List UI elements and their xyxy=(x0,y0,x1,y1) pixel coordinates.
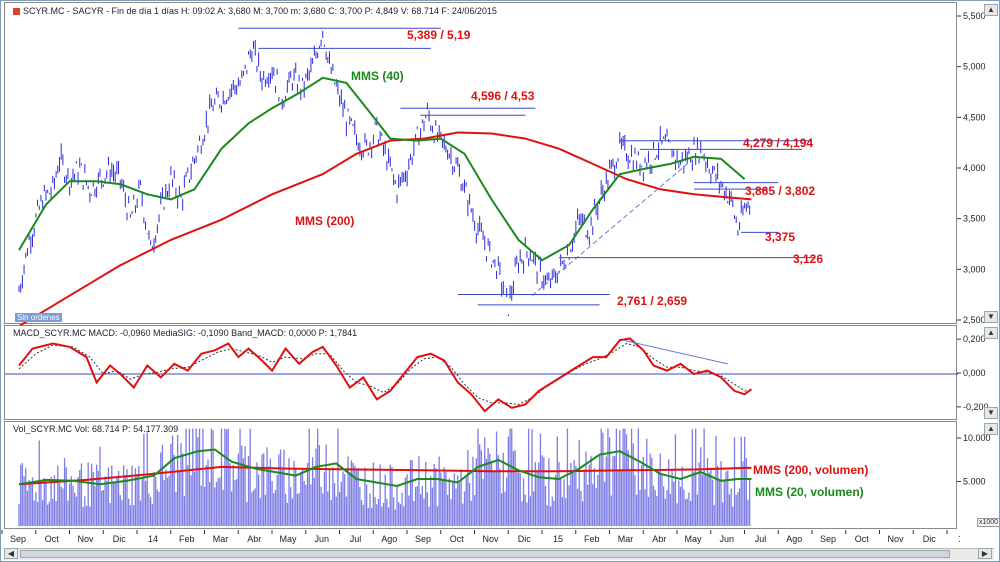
scroll-up-button[interactable]: ▲ xyxy=(984,4,998,16)
y-tick-label: 3,000 xyxy=(963,264,986,274)
y-tick-label: 5.000 xyxy=(963,477,986,487)
vol-scroll-up-button[interactable]: ▲ xyxy=(984,423,998,435)
price-chart: 5,389 / 5,19 4,596 / 4,53 4,279 / 4,194 3,8… xyxy=(18,27,823,325)
signal-line xyxy=(18,342,752,406)
price-panel: SCYR.MC - SACYR - Fin de día 1 días H: 0… xyxy=(4,2,957,325)
scroll-left-button[interactable]: ◀ xyxy=(4,548,18,559)
volume-chart: MMS (200, volumen) MMS (20, volumen) xyxy=(18,428,868,526)
level-label: 4,279 / 4,194 xyxy=(743,136,813,150)
y-tick-label: 0,000 xyxy=(963,368,986,378)
mma40-label: MMS (40) xyxy=(351,69,404,83)
x-tick-label: Abr xyxy=(652,534,666,544)
y-tick-label: 5,000 xyxy=(963,62,986,72)
y-tick-label: 3,500 xyxy=(963,214,986,224)
x-tick-label: Feb xyxy=(179,534,195,544)
scroll-thumb[interactable] xyxy=(20,550,950,558)
x-tick-label: Mar xyxy=(213,534,229,544)
x-tick-label: Nov xyxy=(482,534,499,544)
macd-line xyxy=(18,337,752,413)
x-axis: Sep Oct Nov Dic 14 Feb Mar Abr May Jun Jul Ago Sep Oc… xyxy=(1,530,960,544)
volume-header-text: Vol_SCYR.MC Vol: 68.714 P: 54.177.309 xyxy=(13,424,179,434)
macd-header-text: MACD_SCYR.MC MACD: -0,0960 MediaSIG: -0,… xyxy=(13,328,358,338)
mma200-line xyxy=(18,131,752,325)
x-tick-label: Sep xyxy=(820,534,836,544)
x-tick-label: Sep xyxy=(10,534,26,544)
y-tick-label: 10.000 xyxy=(963,433,991,443)
x-tick-label: Nov xyxy=(77,534,94,544)
y-tick-label: 0,200 xyxy=(963,334,986,344)
y-tick-label: 2,500 xyxy=(963,315,986,325)
vol200-line xyxy=(18,465,752,486)
scroll-down-button[interactable]: ▼ xyxy=(984,311,998,323)
mma200-label: MMS (200) xyxy=(295,214,354,228)
y-tick-label: 5,500 xyxy=(963,11,986,21)
x-tick-label: Jul xyxy=(350,534,362,544)
x-tick-label: Oct xyxy=(45,534,60,544)
x-tick-label: Abr xyxy=(247,534,261,544)
level-label: 5,389 / 5,19 xyxy=(407,28,471,42)
price-header: SCYR.MC - SACYR - Fin de día 1 días H: 0… xyxy=(13,6,497,16)
sin-ordenes-tag: Sin ordenes xyxy=(15,313,62,322)
x-tick-label: 16 xyxy=(958,534,960,544)
mma40-line xyxy=(18,76,746,262)
level-label: 3,126 xyxy=(793,252,823,266)
x-tick-label: May xyxy=(684,534,702,544)
scale-note: x1000 xyxy=(977,518,1000,527)
x-tick-label: 15 xyxy=(553,534,563,544)
macd-trendline xyxy=(623,339,728,365)
price-header-text: SCYR.MC - SACYR - Fin de día 1 días H: 0… xyxy=(23,6,497,16)
x-tick-label: Sep xyxy=(415,534,431,544)
support-trendline xyxy=(531,163,688,297)
scroll-right-button[interactable]: ▶ xyxy=(978,548,992,559)
x-tick-label: Dic xyxy=(518,534,531,544)
x-tick-label: Jun xyxy=(719,534,734,544)
level-label: 3,375 xyxy=(765,230,795,244)
x-tick-label: Ago xyxy=(786,534,802,544)
x-tick-label: Dic xyxy=(923,534,936,544)
y-tick-label: 4,000 xyxy=(963,163,986,173)
vol20-line xyxy=(18,448,752,488)
macd-chart xyxy=(5,337,958,413)
x-tick-label: Jul xyxy=(755,534,767,544)
volume-panel: Vol_SCYR.MC Vol: 68.714 P: 54.177.309 MM… xyxy=(4,421,957,529)
macd-panel: MACD_SCYR.MC MACD: -0,0960 MediaSIG: -0,… xyxy=(4,325,958,420)
level-label: 4,596 / 4,53 xyxy=(471,89,535,103)
y-tick-label: -0,200 xyxy=(963,402,989,412)
vol200-label: MMS (200, volumen) xyxy=(753,463,868,477)
x-tick-label: Oct xyxy=(450,534,465,544)
x-tick-label: Nov xyxy=(887,534,904,544)
x-tick-label: Dic xyxy=(113,534,126,544)
volume-bars xyxy=(18,428,751,526)
x-tick-label: Ago xyxy=(381,534,397,544)
horizontal-scrollbar[interactable]: ◀ ▶ xyxy=(4,548,994,560)
x-tick-label: Feb xyxy=(584,534,600,544)
y-tick-label: 4,500 xyxy=(963,112,986,122)
x-tick-label: Mar xyxy=(618,534,634,544)
macd-scroll-up-button[interactable]: ▲ xyxy=(984,327,998,339)
app-logo-icon xyxy=(13,8,20,15)
level-label: 2,761 / 2,659 xyxy=(617,294,687,308)
vol20-label: MMS (20, volumen) xyxy=(755,485,864,499)
y-axes: 5,500 5,000 4,500 4,000 3,500 3,000 2,500 0,200… xyxy=(957,11,991,487)
macd-scroll-down-button[interactable]: ▼ xyxy=(984,407,998,419)
x-tick-label: May xyxy=(279,534,297,544)
x-tick-label: Oct xyxy=(855,534,870,544)
volume-header: Vol_SCYR.MC Vol: 68.714 P: 54.177.309 xyxy=(13,424,178,434)
macd-header: MACD_SCYR.MC MACD: -0,0960 MediaSIG: -0,… xyxy=(13,328,357,338)
level-label: 3,865 / 3,802 xyxy=(745,184,815,198)
x-tick-label: 14 xyxy=(148,534,158,544)
x-tick-label: Jun xyxy=(314,534,329,544)
